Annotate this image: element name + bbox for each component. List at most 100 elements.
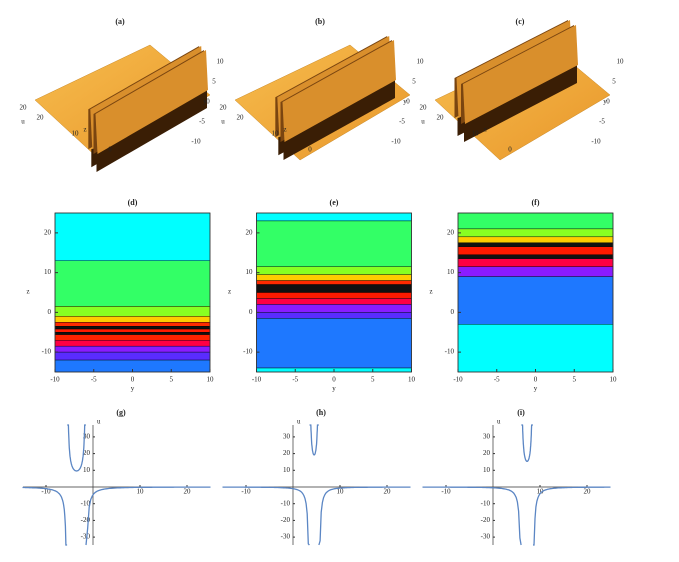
contour-band [54,260,211,307]
y-tick-label: 10 [417,58,425,66]
y-tick-label: 20 [246,228,254,236]
z-tick-label: 0 [308,146,312,154]
x-axis-label: y [332,385,336,393]
z-tick-label: 20 [237,114,245,122]
contour-band [54,322,211,327]
y-tick-label: 10 [483,466,491,474]
panel-label: (a) [115,17,125,26]
y-axis-label: y [603,98,607,106]
y-tick-label: 20 [44,228,52,236]
y-tick-label: 0 [606,98,610,106]
y-axis-label: u [97,418,101,426]
y-tick-label: -10 [591,138,601,146]
y-tick-label: 0 [451,308,455,316]
u-axis-label: u [21,118,25,126]
panel-label: (h) [316,408,326,417]
y-tick-label: -5 [399,118,405,126]
x-tick-label: -10 [453,376,463,384]
y-tick-label: -10 [391,138,401,146]
y-tick-label: 10 [447,268,455,276]
y-tick-label: -10 [81,499,91,507]
y-tick-label: -10 [243,348,253,356]
contour-band [54,332,211,335]
y-tick-label: -5 [599,118,605,126]
y-axis-label: z [429,288,432,296]
x-tick-label: 10 [537,488,545,496]
z-tick-label: 10 [472,130,480,138]
y-tick-label: 5 [612,78,616,86]
panel-label: (g) [116,408,126,417]
y-tick-label: -30 [481,533,491,541]
y-tick-label: 10 [217,58,225,66]
contour-band [54,328,211,333]
y-tick-label: -20 [281,516,291,524]
z-axis-label: z [483,126,486,134]
contour-band [457,242,614,247]
z-tick-label: 0 [508,146,512,154]
contour-band [54,326,211,330]
y-tick-label: 10 [44,268,52,276]
y-tick-label: 20 [483,449,491,457]
u-tick-label: 20 [420,104,428,112]
y-tick-label: 0 [249,308,253,316]
contour-band [457,258,614,267]
y-tick-label: -30 [281,533,291,541]
z-axis-label: z [283,126,286,134]
contour-band [256,318,412,369]
contour-band [457,324,614,373]
contour-band [256,304,412,313]
x-tick-label: -10 [252,376,262,384]
contour-band [54,340,211,347]
x-tick-label: 10 [337,488,345,496]
contour-band [54,306,211,317]
x-tick-label: 20 [184,488,192,496]
x-tick-label: 20 [584,488,592,496]
soliton-wall-light [463,25,578,124]
z-tick-label: 20 [37,114,45,122]
y-tick-label: 10 [283,466,291,474]
contour-band [256,292,412,299]
u-axis-label: u [421,118,425,126]
soliton-wall-light [95,50,208,154]
y-tick-label: 0 [48,308,52,316]
panel-label: (i) [517,408,525,417]
solution-curve [422,424,611,546]
z-tick-label: 0 [108,146,112,154]
y-tick-label: -10 [445,348,455,356]
soliton-wall-drop [464,65,577,142]
soliton-wall-drop [283,80,395,160]
y-axis-label: y [203,98,207,106]
panel-label: (f) [532,198,540,207]
y-axis-label: y [403,98,407,106]
z-axis-label: z [83,126,86,134]
panel-label: (d) [128,198,138,207]
y-tick-label: 30 [483,433,491,441]
contour-band [256,274,412,281]
u-axis-label: u [221,118,225,126]
x-tick-label: 5 [170,376,174,384]
y-axis-label: u [497,418,501,426]
y-tick-label: -20 [481,516,491,524]
u-tick-label: 20 [220,104,228,112]
x-tick-label: 0 [534,376,538,384]
y-tick-label: -10 [42,348,52,356]
contour-band [256,312,412,319]
y-tick-label: 30 [83,433,91,441]
y-tick-label: -10 [191,138,201,146]
x-tick-label: -5 [494,376,500,384]
panel-label: (b) [315,17,325,26]
contour-band [457,236,614,244]
x-tick-label: -10 [41,488,51,496]
y-tick-label: -10 [481,499,491,507]
x-tick-label: -10 [441,488,451,496]
x-tick-label: -5 [292,376,298,384]
contour-band [54,345,211,353]
y-tick-label: -5 [199,118,205,126]
y-tick-label: 20 [83,449,91,457]
contour-band [256,284,412,293]
y-tick-label: 20 [283,449,291,457]
contour-band [54,212,211,261]
y-axis-label: u [297,418,301,426]
